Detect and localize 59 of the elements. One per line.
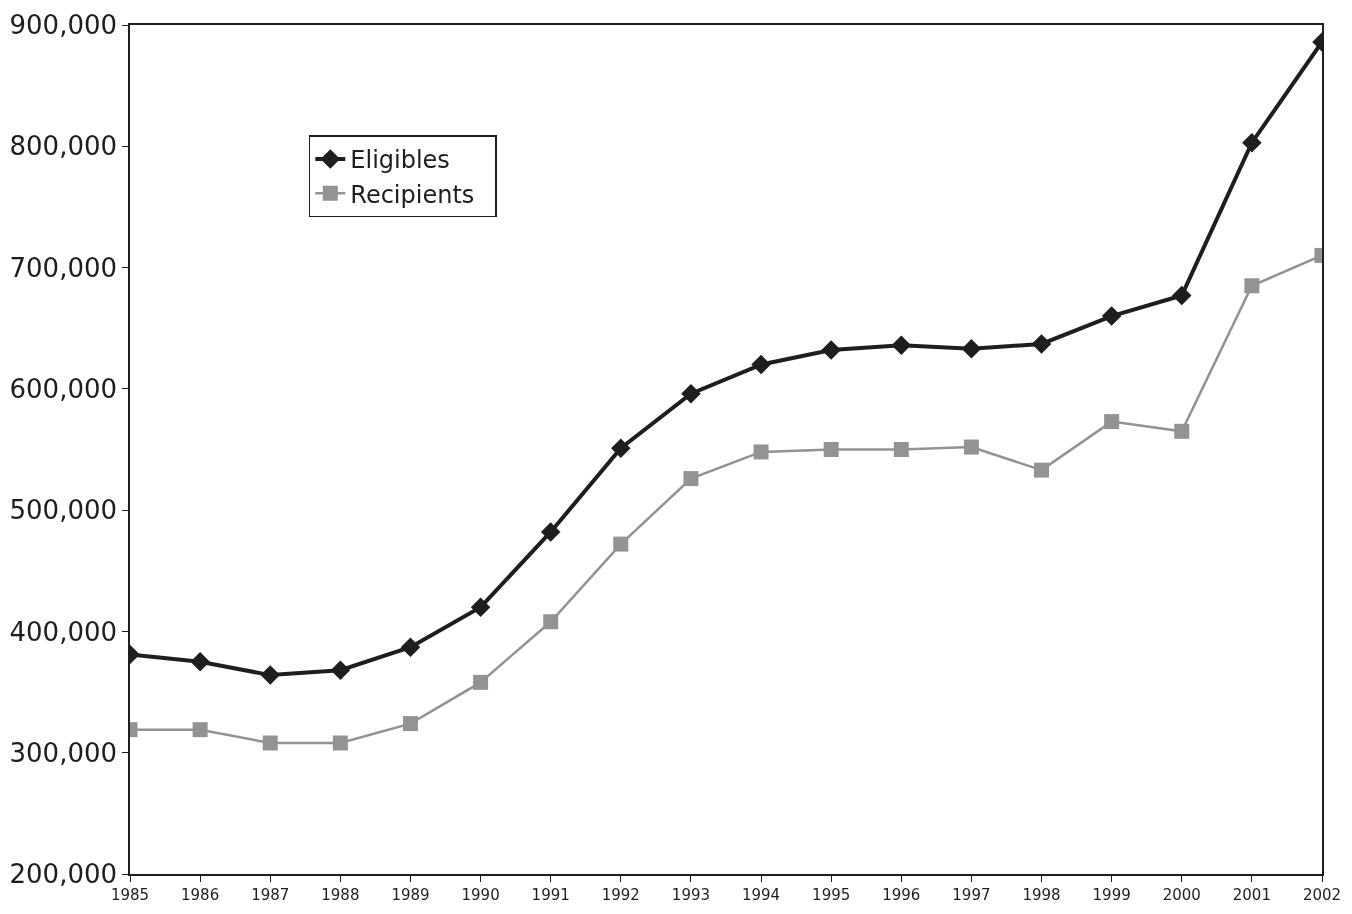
point (470, 597, 491, 617)
point (1242, 132, 1262, 153)
point (1031, 334, 1052, 354)
point (1104, 414, 1120, 430)
x-tick-label: 1986 (181, 885, 220, 904)
point (260, 665, 280, 685)
x-tick-label: 1987 (251, 885, 290, 904)
legend-label: Eligibles (350, 146, 466, 175)
x-tick-label: 2001 (1232, 885, 1271, 904)
y-tick-label: 700,000 (9, 252, 118, 283)
y-tick-label: 600,000 (9, 373, 118, 404)
y-tick-label: 500,000 (9, 495, 118, 526)
y-tick-label: 900,000 (9, 10, 118, 41)
x-tick-label: 1989 (391, 885, 430, 904)
point (1101, 306, 1122, 326)
x-tick-label: 2000 (1162, 885, 1201, 904)
point (190, 652, 210, 672)
point (751, 354, 771, 375)
x-tick-label: 1993 (671, 885, 711, 904)
point (402, 716, 418, 732)
legend-label: Recipients (350, 180, 490, 209)
point (332, 735, 348, 751)
point (753, 444, 769, 460)
x-tick-label: 1995 (812, 885, 851, 904)
y-tick-label: 400,000 (9, 616, 118, 647)
point (613, 536, 629, 552)
x-tick-label: 1999 (1092, 885, 1131, 904)
y-tick-label: 300,000 (9, 737, 118, 768)
point (681, 383, 701, 404)
x-tick-label: 1990 (461, 885, 500, 904)
point (961, 339, 982, 359)
point (262, 735, 278, 751)
point (893, 442, 909, 457)
x-tick-label: 1985 (110, 885, 150, 904)
point (1172, 285, 1192, 306)
point (330, 660, 351, 680)
point (683, 471, 699, 487)
point (400, 637, 421, 657)
point (821, 340, 841, 360)
point (1244, 278, 1260, 294)
point (963, 439, 979, 455)
x-tick-label: 1992 (601, 885, 640, 904)
point (543, 614, 559, 630)
point (611, 438, 631, 459)
x-tick-label: 1991 (531, 885, 570, 904)
x-tick-label: 1998 (1022, 885, 1061, 904)
point (1174, 423, 1190, 439)
point (1034, 462, 1050, 478)
x-tick-label: 1988 (321, 885, 360, 904)
y-tick-label: 800,000 (9, 131, 118, 162)
point (891, 335, 912, 355)
point (192, 722, 208, 738)
point (473, 674, 489, 690)
point (823, 442, 839, 457)
x-tick-label: 1996 (882, 885, 921, 904)
x-tick-label: 2002 (1302, 885, 1342, 904)
x-tick-label: 1997 (952, 885, 991, 904)
x-tick-label: 1994 (741, 885, 781, 904)
point (540, 522, 561, 542)
